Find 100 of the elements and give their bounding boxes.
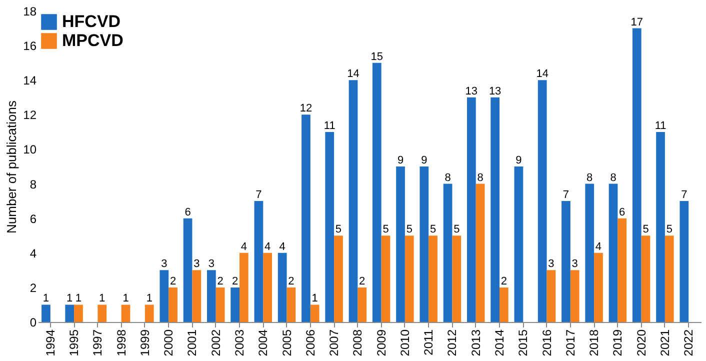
bar: [207, 270, 216, 322]
bar: [608, 184, 618, 322]
bar: [74, 304, 83, 322]
bar: [230, 287, 240, 322]
x-tick-label: 2005: [280, 329, 294, 356]
data-label: 1: [312, 292, 318, 305]
bar: [302, 114, 310, 322]
data-label: 3: [548, 258, 554, 270]
bar: [160, 270, 169, 322]
x-tick-label: 2010: [398, 329, 412, 356]
data-label: 8: [477, 172, 484, 184]
data-label: 2: [170, 275, 176, 288]
y-tick-label: 10: [23, 142, 37, 157]
x-tick-label: 2014: [492, 329, 506, 356]
data-label: 6: [619, 206, 626, 218]
data-label: 1: [99, 292, 106, 305]
y-tick-label: 4: [30, 246, 37, 260]
data-label: 5: [642, 224, 649, 236]
bar: [348, 80, 358, 322]
y-tick-label: 18: [23, 4, 37, 18]
data-label: 4: [240, 240, 247, 253]
data-label: 1: [42, 292, 50, 305]
data-label: 4: [595, 240, 602, 253]
bar: [216, 287, 225, 322]
legend-label: MPCVD: [62, 31, 124, 50]
bar: [420, 166, 429, 322]
bar: [372, 62, 382, 322]
bar: [381, 236, 390, 322]
bar: [514, 166, 524, 322]
data-label: 4: [279, 240, 286, 253]
data-label: 5: [666, 224, 672, 236]
x-tick-label: 2016: [540, 329, 554, 356]
x-tick-label: 2008: [350, 329, 365, 356]
y-tick-label: 14: [23, 74, 37, 88]
data-label: 11: [324, 120, 336, 132]
bar: [656, 132, 665, 322]
legend-label: HFCVD: [62, 12, 121, 31]
data-label: 2: [232, 275, 238, 288]
data-label: 9: [397, 154, 404, 166]
data-label: 5: [382, 224, 389, 236]
x-tick-label: 1995: [67, 329, 82, 356]
bar: [594, 252, 603, 322]
x-tick-label: 2019: [610, 329, 625, 356]
x-tick-label: 1994: [43, 329, 58, 356]
bar: [121, 304, 130, 322]
x-tick-label: 2022: [682, 329, 696, 356]
x-tick-label: 2006: [303, 329, 318, 356]
bar: [428, 236, 438, 322]
data-label: 2: [288, 275, 294, 288]
x-tick-label: 2013: [468, 329, 483, 356]
bar: [278, 252, 287, 322]
y-tick-label: 0: [30, 316, 37, 330]
y-tick-label: 16: [23, 39, 37, 54]
data-label: 7: [562, 189, 570, 202]
bar: [144, 304, 154, 322]
x-tick-label: 2004: [256, 329, 270, 356]
bar: [570, 270, 580, 322]
bar: [562, 201, 570, 322]
bar: [641, 236, 650, 322]
data-label: 15: [370, 50, 384, 63]
data-label: 3: [572, 258, 578, 270]
data-label: 12: [300, 102, 312, 115]
bar: [500, 287, 508, 322]
data-label: 2: [500, 275, 507, 288]
data-label: 8: [444, 172, 451, 184]
data-label: 9: [421, 154, 428, 166]
bar: [680, 201, 689, 322]
x-tick-label: 2021: [658, 329, 672, 356]
bar: [538, 80, 547, 322]
y-tick-label: 6: [30, 212, 37, 226]
data-label: 14: [536, 68, 548, 80]
bar: [476, 184, 485, 322]
bar: [325, 132, 334, 322]
data-label: 1: [146, 292, 152, 305]
data-label: 8: [586, 172, 593, 184]
bar: [664, 236, 674, 322]
data-label: 3: [161, 258, 168, 270]
bar: [192, 270, 202, 322]
x-tick-label: 1999: [138, 329, 152, 356]
x-tick-label: 1998: [114, 329, 128, 356]
data-label: 2: [217, 275, 224, 288]
bar: [168, 287, 178, 322]
data-label: 11: [654, 120, 666, 132]
x-tick-label: 2011: [422, 329, 436, 356]
data-label: 3: [208, 258, 214, 270]
data-label: 7: [256, 189, 262, 202]
x-tick-label: 2007: [327, 329, 342, 356]
data-label: 5: [454, 224, 460, 236]
x-tick-label: 2015: [516, 329, 530, 356]
x-tick-label: 2001: [185, 329, 200, 356]
data-label: 1: [122, 292, 129, 305]
bar: [632, 28, 642, 322]
bar: [618, 218, 627, 322]
y-tick-label: 12: [23, 108, 37, 122]
x-tick-label: 1997: [90, 329, 105, 356]
data-label: 6: [184, 206, 191, 218]
data-label: 4: [264, 240, 271, 253]
bar: [585, 184, 594, 322]
bar: [467, 97, 476, 322]
y-tick-label: 8: [30, 177, 37, 192]
